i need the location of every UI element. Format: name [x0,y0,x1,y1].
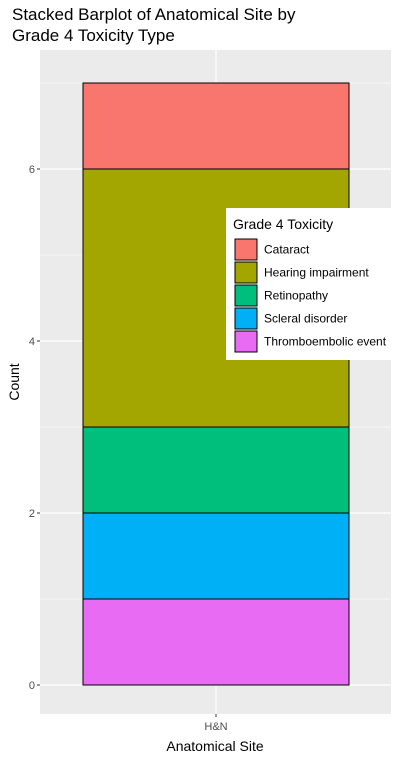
y-axis: 0 2 4 6 [29,164,40,692]
chart-title-line-2: Grade 4 Toxicity Type [12,26,175,45]
bar-segment-0 [82,598,350,686]
bar-segment-2 [82,426,350,514]
legend-label: Hearing impairment [264,266,369,280]
y-tick-label: 4 [29,336,35,348]
x-axis: H&N [204,714,228,733]
legend-swatch-1 [234,261,258,284]
chart-title-line-1: Stacked Barplot of Anatomical Site by [12,5,296,24]
y-tick-label: 6 [29,164,35,176]
legend-title: Grade 4 Toxicity [233,216,333,232]
legend-swatch-2 [234,284,258,307]
y-tick-label: 0 [29,680,35,692]
y-tick-label: 2 [29,508,35,520]
bar-segments [82,82,350,686]
legend-swatch-0 [234,238,258,261]
bar-segment-1 [82,512,350,600]
legend-swatch-4 [234,330,258,353]
legend-label: Retinopathy [264,289,328,303]
legend-label: Cataract [264,243,310,257]
x-tick-label: H&N [204,721,227,733]
legend-label: Thromboembolic event [264,335,387,349]
y-axis-title: Count [6,363,22,400]
legend-swatch-3 [234,307,258,330]
legend: Grade 4 Toxicity Cataract Hearing impairme… [226,208,396,360]
legend-label: Scleral disorder [264,312,347,326]
bar-segment-4 [82,82,350,170]
x-axis-title: Anatomical Site [166,738,263,754]
